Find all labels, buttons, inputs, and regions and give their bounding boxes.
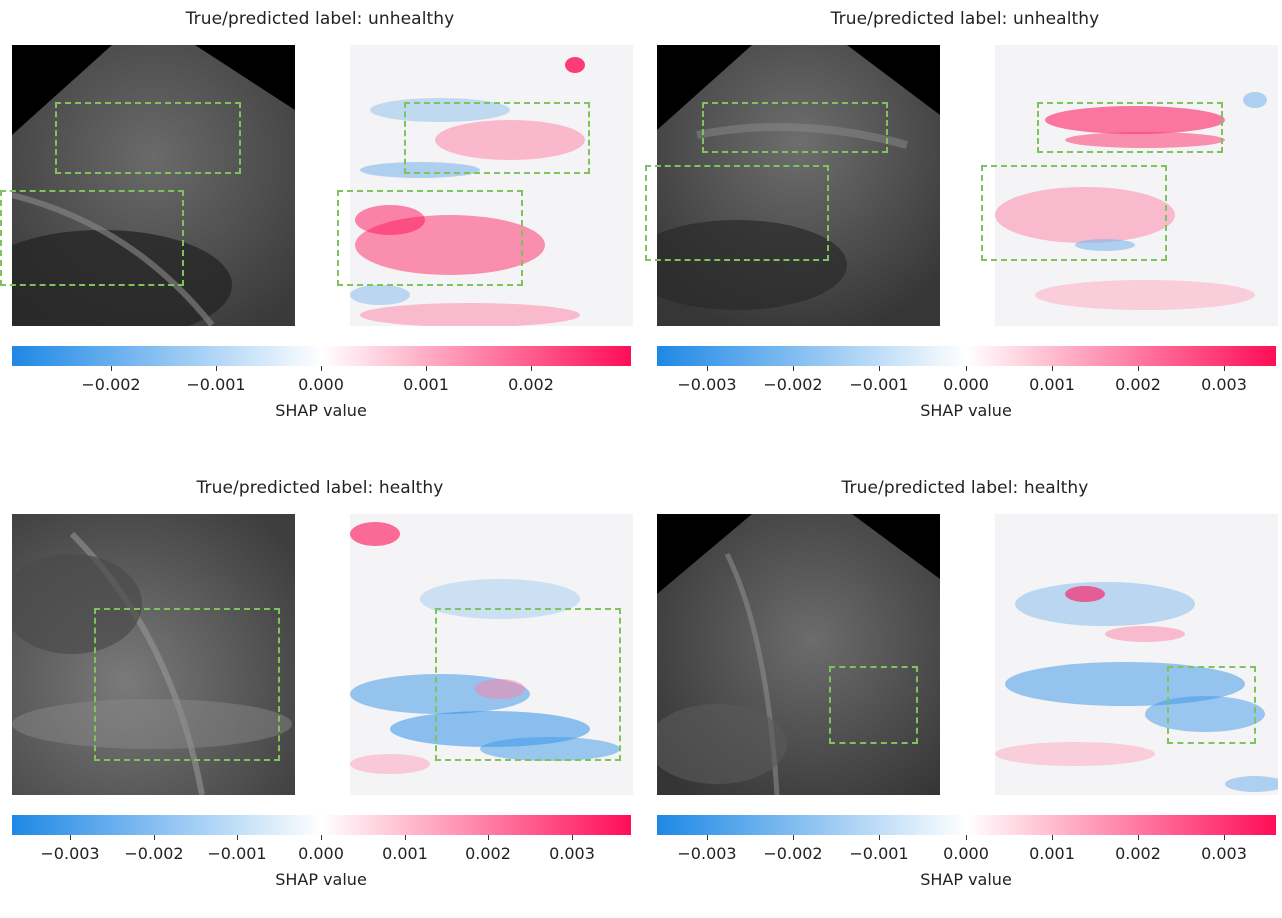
region-box (404, 102, 590, 174)
region-box (55, 102, 241, 174)
panel-4: True/predicted label: healthy (645, 469, 1282, 918)
colorbar (12, 346, 631, 366)
tick-label: −0.001 (849, 375, 909, 394)
tick-label: 0.000 (943, 375, 989, 394)
tick-label: 0.000 (298, 375, 344, 394)
tick-label: 0.003 (549, 844, 595, 863)
region-box (981, 165, 1167, 261)
region-box (337, 190, 523, 286)
panel-title: True/predicted label: healthy (196, 478, 444, 498)
colorbar (12, 815, 631, 835)
colorbar (657, 346, 1276, 366)
region-box (702, 102, 888, 153)
region-box (0, 190, 184, 286)
tick-label: −0.002 (81, 375, 141, 394)
panel-1: True/predicted label: unhealthy (0, 0, 640, 449)
tick-label: 0.001 (382, 844, 428, 863)
tick-label: 0.002 (508, 375, 554, 394)
tick-label: 0.003 (1201, 844, 1247, 863)
region-box (1167, 666, 1256, 744)
panel-3: True/predicted label: healthy (0, 469, 640, 918)
tick-label: −0.001 (849, 844, 909, 863)
tick-label: −0.002 (763, 375, 823, 394)
shap-heatmap (350, 514, 633, 795)
tick-label: 0.003 (1201, 375, 1247, 394)
ultrasound-image (12, 514, 295, 795)
panel-title: True/predicted label: unhealthy (185, 9, 455, 29)
colorbar-label: SHAP value (275, 870, 367, 889)
tick-label: −0.003 (40, 844, 100, 863)
colorbar (657, 815, 1276, 835)
tick-label: −0.003 (677, 844, 737, 863)
shap-heatmap (995, 514, 1278, 795)
tick-label: −0.002 (763, 844, 823, 863)
tick-label: 0.002 (1115, 375, 1161, 394)
colorbar-label: SHAP value (920, 870, 1012, 889)
region-box (94, 608, 280, 761)
tick-label: 0.000 (298, 844, 344, 863)
ultrasound-image (12, 45, 295, 326)
tick-label: 0.000 (943, 844, 989, 863)
shap-heatmap (995, 45, 1278, 326)
tick-label: 0.002 (1115, 844, 1161, 863)
tick-label: −0.001 (207, 844, 267, 863)
ultrasound-image (657, 45, 940, 326)
tick-label: 0.001 (1029, 844, 1075, 863)
tick-label: −0.002 (124, 844, 184, 863)
region-box (1037, 102, 1223, 153)
panel-title: True/predicted label: healthy (841, 478, 1089, 498)
region-box (645, 165, 829, 261)
tick-label: −0.001 (186, 375, 246, 394)
colorbar-label: SHAP value (275, 401, 367, 420)
colorbar-label: SHAP value (920, 401, 1012, 420)
region-box (435, 608, 621, 761)
panel-2: True/predicted label: unhealthy (645, 0, 1282, 449)
tick-label: 0.001 (403, 375, 449, 394)
tick-label: 0.002 (465, 844, 511, 863)
ultrasound-image (657, 514, 940, 795)
region-box (829, 666, 918, 744)
tick-label: 0.001 (1029, 375, 1075, 394)
tick-label: −0.003 (677, 375, 737, 394)
panel-title: True/predicted label: unhealthy (830, 9, 1100, 29)
